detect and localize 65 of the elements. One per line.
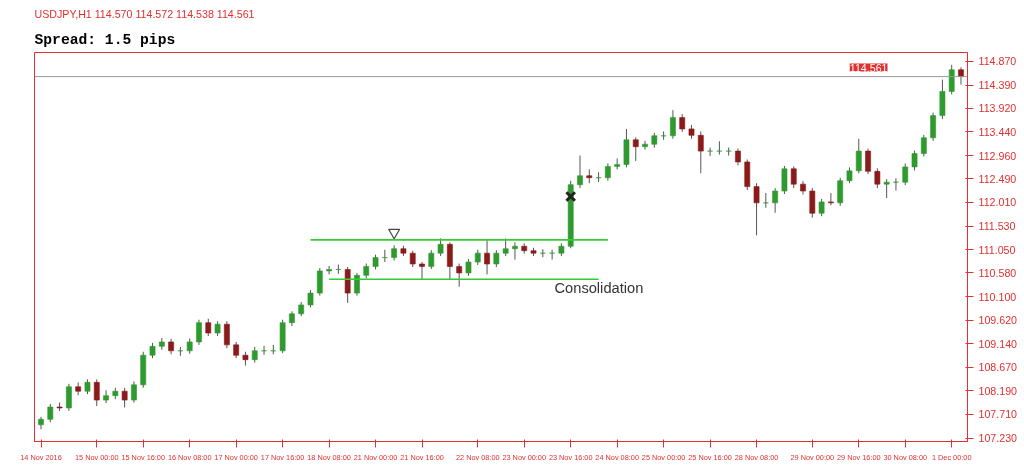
candlestick bbox=[920, 134, 927, 158]
candlestick bbox=[447, 241, 453, 280]
y-tick-label: 112.490 bbox=[978, 172, 1017, 185]
candlestick bbox=[716, 140, 723, 156]
y-tick-label: 113.440 bbox=[978, 125, 1017, 138]
candlestick bbox=[948, 64, 955, 95]
candlestick bbox=[902, 162, 909, 186]
candlestick bbox=[642, 140, 648, 151]
candlestick bbox=[428, 249, 435, 270]
candlestick bbox=[326, 265, 332, 275]
chart-title: USDJPY,H1 114.570 114.572 114.538 114.561 bbox=[34, 7, 255, 20]
candlestick bbox=[958, 66, 964, 86]
y-tick-label: 113.920 bbox=[978, 102, 1017, 115]
candlestick bbox=[772, 187, 778, 214]
candlestick bbox=[930, 112, 936, 142]
candlestick bbox=[196, 319, 202, 346]
candlestick bbox=[344, 266, 351, 304]
y-tick-label: 107.710 bbox=[978, 408, 1018, 421]
candlestick bbox=[855, 138, 862, 174]
y-tick-label: 112.010 bbox=[978, 196, 1017, 209]
annotation: Consolidation bbox=[554, 279, 644, 296]
y-tick-label: 114.390 bbox=[978, 79, 1017, 92]
candlestick bbox=[121, 387, 128, 408]
candlestick bbox=[753, 182, 760, 236]
candlestick bbox=[707, 147, 713, 157]
candlestick bbox=[911, 150, 918, 171]
candlestick bbox=[512, 241, 518, 261]
y-tick-label: 111.050 bbox=[978, 243, 1016, 256]
candlestick bbox=[103, 389, 109, 404]
candlestick bbox=[865, 148, 871, 175]
candlestick bbox=[419, 261, 425, 280]
candlestick bbox=[893, 177, 899, 192]
candlestick bbox=[456, 263, 463, 288]
candlestick bbox=[224, 320, 230, 349]
candlestick bbox=[66, 383, 72, 412]
candlestick bbox=[697, 130, 704, 174]
candlestick bbox=[93, 378, 100, 407]
candlestick bbox=[316, 267, 323, 297]
candlestick bbox=[809, 187, 816, 219]
candlestick bbox=[828, 192, 834, 206]
candlestick bbox=[47, 403, 54, 423]
y-tick-label: 114.870 bbox=[978, 55, 1017, 68]
chart-subtitle: Spread: 1.5 pips bbox=[34, 31, 176, 48]
candlestick bbox=[484, 239, 490, 275]
candlestick bbox=[670, 109, 676, 140]
candlestick bbox=[38, 416, 44, 430]
y-tick-label: 108.190 bbox=[978, 384, 1018, 397]
y-tick-label: 109.620 bbox=[978, 314, 1018, 327]
y-tick-label: 111.530 bbox=[978, 220, 1016, 233]
y-tick-label: 112.960 bbox=[978, 149, 1017, 162]
y-tick-label: 110.100 bbox=[978, 290, 1017, 303]
y-tick-label: 107.230 bbox=[978, 432, 1018, 445]
candlestick bbox=[837, 177, 844, 207]
y-tick-label: 110.580 bbox=[978, 266, 1017, 279]
y-tick-label: 109.140 bbox=[978, 337, 1018, 350]
candlestick bbox=[883, 178, 890, 199]
candlestick bbox=[874, 167, 881, 189]
candlestick bbox=[790, 165, 797, 189]
candlestick bbox=[781, 165, 788, 195]
candlestick bbox=[632, 136, 639, 162]
candlestick bbox=[261, 345, 267, 356]
candlestick bbox=[577, 155, 583, 189]
ref-line-label: 114.561 bbox=[849, 61, 888, 74]
candlestick bbox=[131, 380, 137, 404]
y-tick-label: 108.670 bbox=[978, 361, 1018, 374]
